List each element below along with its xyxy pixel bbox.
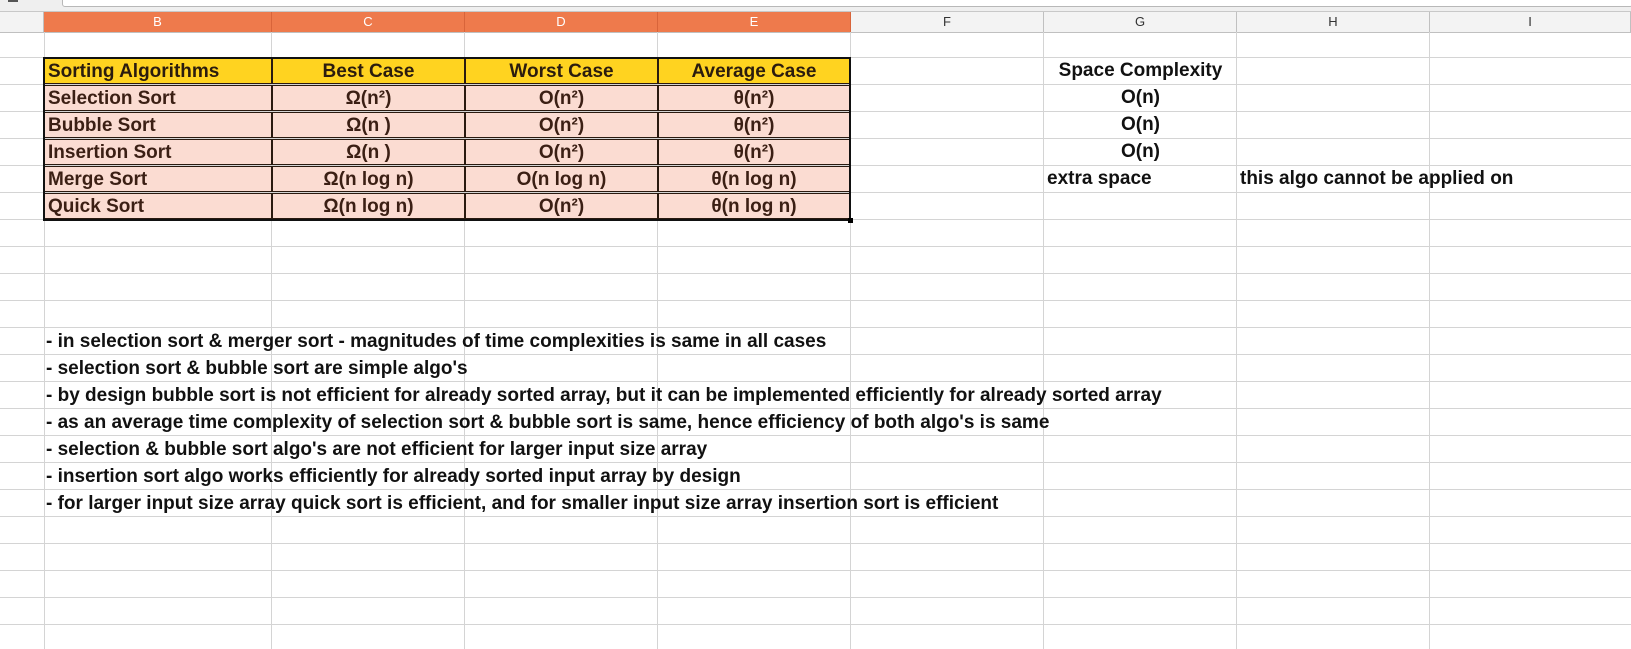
grid-line — [1429, 32, 1430, 649]
formula-input[interactable] — [62, 0, 1631, 7]
algorithm-name-cell[interactable]: Selection Sort — [44, 85, 272, 111]
grid-line — [271, 32, 272, 649]
grid-line — [0, 165, 1631, 166]
grid-line — [0, 381, 1631, 382]
note-line[interactable]: - insertion sort algo works efficiently … — [46, 466, 741, 487]
algorithm-name-cell[interactable]: Merge Sort — [44, 166, 272, 192]
best-case-cell[interactable]: Ω(n²) — [272, 85, 465, 111]
formula-bar-strip — [0, 0, 1631, 12]
best-case-cell[interactable]: Ω(n ) — [272, 139, 465, 165]
grid-line — [0, 246, 1631, 247]
grid-line — [0, 435, 1631, 436]
best-case-cell[interactable]: Ω(n ) — [272, 112, 465, 138]
grid-line — [657, 32, 658, 649]
space-complexity-cell[interactable]: O(n) — [1120, 87, 1161, 108]
note-line[interactable]: - selection & bubble sort algo's are not… — [46, 439, 708, 460]
select-all-corner[interactable] — [0, 12, 44, 32]
best-case-cell[interactable]: Ω(n log n) — [272, 193, 465, 219]
grid-line — [1236, 32, 1237, 649]
grid-line — [0, 273, 1631, 274]
column-header-e[interactable]: E — [658, 12, 851, 32]
space-complexity-cell[interactable]: O(n) — [1120, 141, 1161, 162]
note-line[interactable]: - selection sort & bubble sort are simpl… — [46, 358, 468, 379]
column-header-c[interactable]: C — [272, 12, 465, 32]
algorithm-name-cell[interactable]: Quick Sort — [44, 193, 272, 219]
note-line[interactable]: - in selection sort & merger sort - magn… — [46, 331, 827, 352]
grid-line — [0, 111, 1631, 112]
table-header-average[interactable]: Average Case — [658, 58, 850, 84]
column-header-g[interactable]: G — [1044, 12, 1237, 32]
average-case-cell[interactable]: θ(n log n) — [658, 166, 850, 192]
grid-line — [44, 32, 45, 649]
grid-line — [0, 84, 1631, 85]
column-header-bar: B C D E F G H I — [0, 12, 1631, 33]
column-header-h[interactable]: H — [1237, 12, 1430, 32]
grid-line — [464, 32, 465, 649]
grid-line — [0, 327, 1631, 328]
algorithm-name-cell[interactable]: Bubble Sort — [44, 112, 272, 138]
grid-line — [0, 597, 1631, 598]
note-line[interactable]: - as an average time complexity of selec… — [46, 412, 1050, 433]
average-case-cell[interactable]: θ(n²) — [658, 112, 850, 138]
grid-line — [0, 300, 1631, 301]
table-header-best[interactable]: Best Case — [272, 58, 465, 84]
worst-case-cell[interactable]: O(n²) — [465, 112, 658, 138]
average-case-cell[interactable]: θ(n²) — [658, 85, 850, 111]
column-header-i[interactable]: I — [1430, 12, 1631, 32]
grid-line — [0, 462, 1631, 463]
worst-case-cell[interactable]: O(n²) — [465, 85, 658, 111]
grid-line — [850, 32, 851, 649]
selection-fill-handle[interactable] — [848, 218, 853, 223]
grid-line — [0, 624, 1631, 625]
average-case-cell[interactable]: θ(n log n) — [658, 193, 850, 219]
grid-line — [0, 570, 1631, 571]
grid-line — [0, 138, 1631, 139]
algorithm-name-cell[interactable]: Insertion Sort — [44, 139, 272, 165]
column-header-b[interactable]: B — [44, 12, 272, 32]
worst-case-cell[interactable]: O(n²) — [465, 193, 658, 219]
grid-line — [0, 408, 1631, 409]
grid-line — [0, 516, 1631, 517]
grid-line — [0, 543, 1631, 544]
note-line[interactable]: - by design bubble sort is not efficient… — [46, 385, 1162, 406]
worst-case-cell[interactable]: O(n²) — [465, 139, 658, 165]
grid-line — [0, 489, 1631, 490]
grid-line — [0, 354, 1631, 355]
menu-icon[interactable] — [8, 0, 18, 5]
grid-line — [0, 192, 1631, 193]
best-case-cell[interactable]: Ω(n log n) — [272, 166, 465, 192]
space-complexity-header[interactable]: Space Complexity — [1058, 60, 1223, 81]
column-header-d[interactable]: D — [465, 12, 658, 32]
table-header-algorithms[interactable]: Sorting Algorithms — [44, 58, 272, 84]
column-header-f[interactable]: F — [851, 12, 1044, 32]
average-case-cell[interactable]: θ(n²) — [658, 139, 850, 165]
space-complexity-cell[interactable]: extra space — [1047, 168, 1152, 189]
space-complexity-cell[interactable]: O(n) — [1120, 114, 1161, 135]
grid-line — [1043, 32, 1044, 649]
grid-line — [0, 219, 1631, 220]
table-header-worst[interactable]: Worst Case — [465, 58, 658, 84]
side-note-cell[interactable]: this algo cannot be applied on — [1240, 168, 1514, 189]
note-line[interactable]: - for larger input size array quick sort… — [46, 493, 999, 514]
worst-case-cell[interactable]: O(n log n) — [465, 166, 658, 192]
